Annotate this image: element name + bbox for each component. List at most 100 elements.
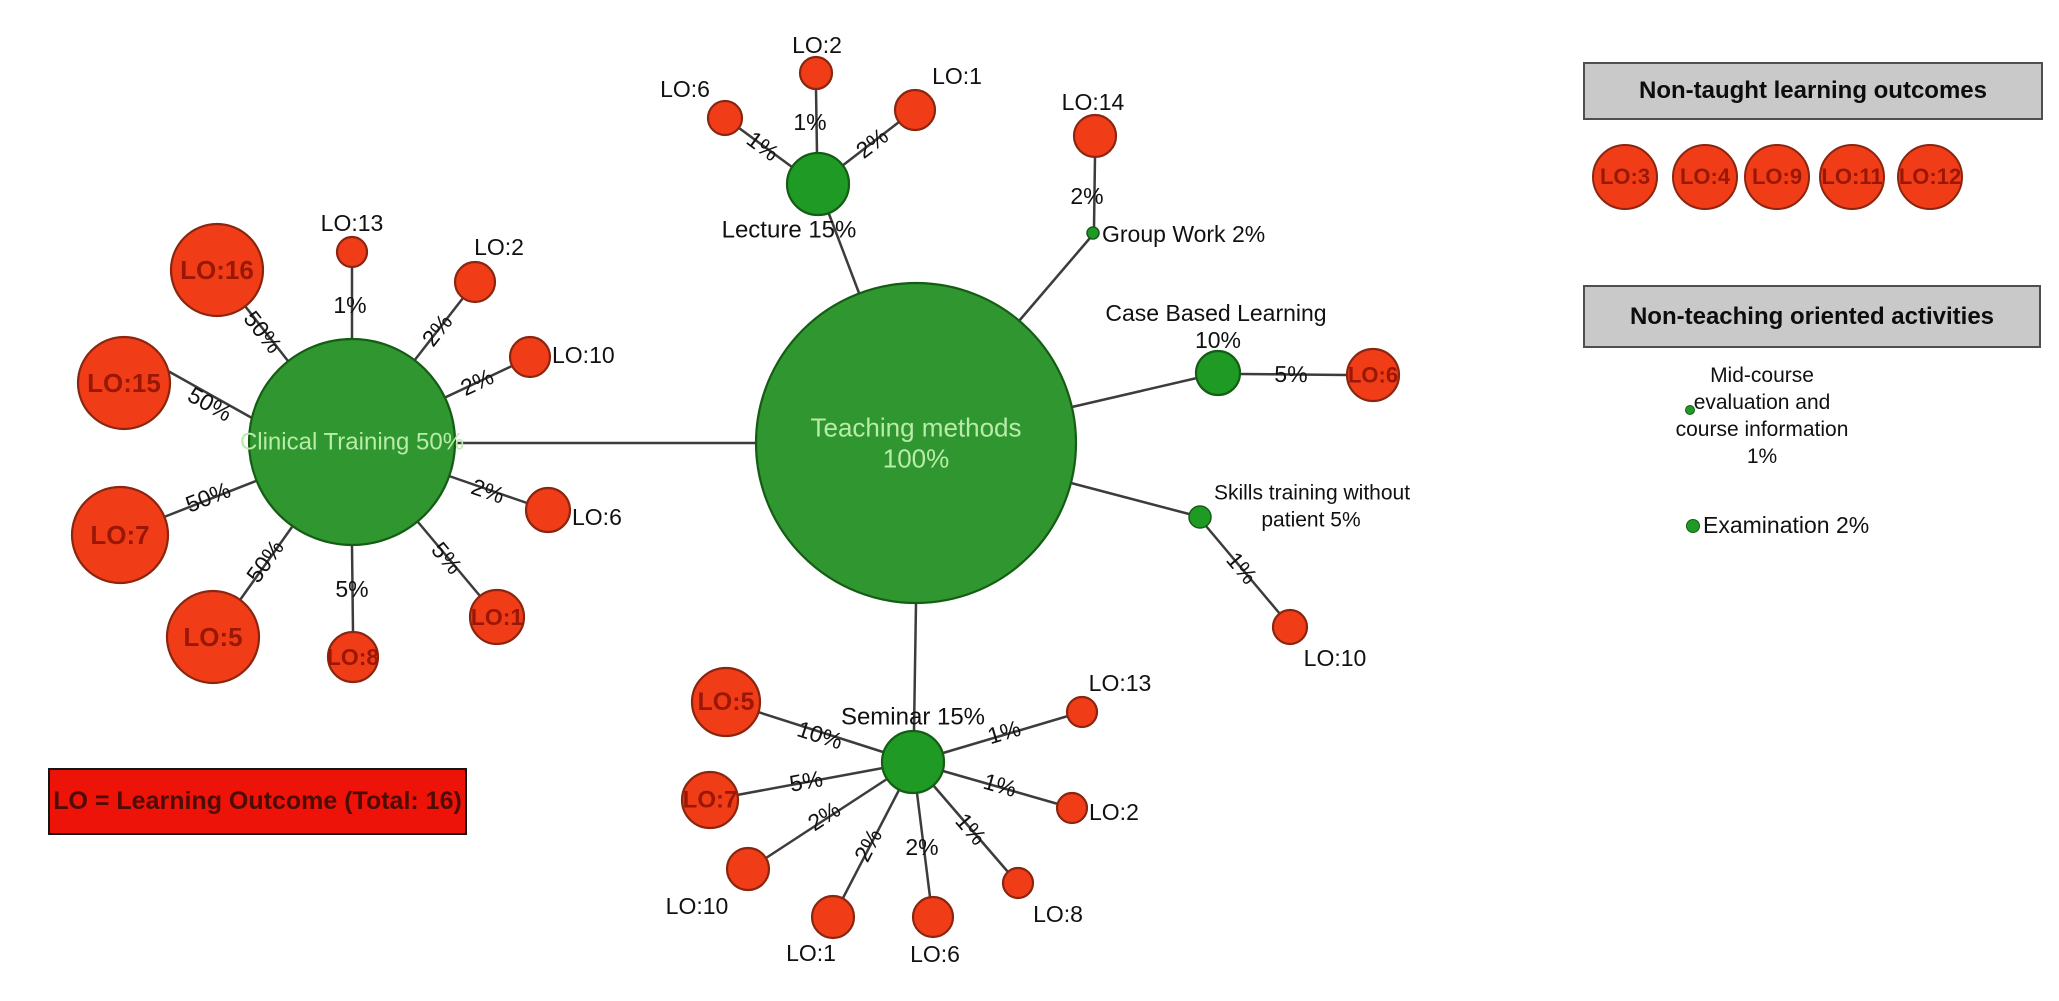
edge-line: [932, 784, 1009, 873]
legend-box: LO = Learning Outcome (Total: 16): [48, 768, 467, 835]
edge-line: [841, 789, 901, 899]
examination-label: Examination 2%: [1703, 512, 1870, 538]
non-taught-lo-circle: LO:9: [1744, 144, 1810, 210]
node-s_lo8: [1001, 866, 1035, 900]
non-teaching-header: Non-teaching oriented activities: [1583, 285, 2041, 348]
node-label-skills_lo10: LO:10: [1304, 645, 1367, 671]
edge-label: 2%: [1070, 183, 1103, 209]
edge-line: [244, 305, 289, 362]
node-label-s_lo2: LO:2: [1089, 799, 1139, 825]
node-s_lo7: [680, 770, 740, 830]
edge-line: [163, 479, 257, 519]
non-teaching-title: Non-teaching oriented activities: [1629, 302, 1995, 330]
edge-label: 2%: [456, 363, 497, 401]
edge-label: 1%: [793, 109, 826, 135]
edge-label: 1%: [742, 126, 784, 167]
node-lo14: [1072, 113, 1118, 159]
node-label-skills: Skills training without: [1214, 482, 1410, 505]
node-lec_lo6: [706, 99, 744, 137]
node-cbl_lo6: [1345, 347, 1401, 403]
node-c_lo15: [76, 335, 172, 431]
node-label-c_lo15: LO:15: [87, 368, 161, 398]
edge-line: [350, 545, 355, 633]
legend-label: LO = Learning Outcome (Total: 16): [53, 787, 462, 815]
node-c_lo8: [326, 630, 380, 684]
node-label-s_lo13: LO:13: [1089, 670, 1152, 696]
node-clinical: [247, 337, 457, 547]
node-s_lo1: [810, 894, 856, 940]
edge-label: 5%: [787, 765, 824, 797]
midcourse-line: course information: [1675, 418, 1849, 441]
midcourse-line: Mid-course: [1710, 364, 1814, 387]
node-lecture: [785, 151, 851, 217]
node-label-c_lo7: LO:7: [90, 520, 149, 550]
node-cbl: [1194, 349, 1242, 397]
edge-label: 5%: [335, 576, 368, 602]
node-label-c_lo13: LO:13: [321, 210, 384, 236]
edge-line: [1018, 237, 1091, 322]
node-c_lo2: [453, 260, 497, 304]
edge-line: [1071, 376, 1198, 409]
edge-line: [167, 369, 253, 420]
edge-label: 2%: [417, 309, 458, 351]
node-label-c_lo16: LO:16: [180, 255, 254, 285]
edge-line: [1205, 525, 1281, 615]
node-label-skills: patient 5%: [1261, 509, 1360, 532]
midcourse-dot-icon: [1685, 405, 1695, 415]
non-taught-lo-label: LO:3: [1599, 164, 1651, 189]
edge-line: [238, 526, 294, 601]
node-c_lo13: [335, 235, 369, 269]
node-c_lo6: [524, 486, 572, 534]
node-label-teaching: Teaching methods: [810, 413, 1021, 443]
edge-label: 2%: [905, 834, 938, 860]
node-label-s_lo8: LO:8: [1033, 901, 1083, 927]
edge-line: [1239, 372, 1348, 377]
edge-line: [912, 602, 918, 732]
node-label-c_lo8: LO:8: [327, 644, 380, 670]
edge-line: [841, 121, 900, 167]
edge-label: 2%: [849, 824, 887, 865]
examination-dot-icon: [1686, 519, 1700, 533]
node-c_lo1: [468, 588, 526, 646]
node-c_lo10: [508, 335, 552, 379]
node-label-c_lo10: LO:10: [552, 342, 615, 368]
node-label-cbl: Case Based Learning: [1105, 300, 1326, 326]
edge-label: 1%: [984, 715, 1023, 749]
node-s_lo10: [725, 846, 771, 892]
edge-label: 50%: [182, 476, 234, 517]
node-label-s_lo10: LO:10: [666, 893, 729, 919]
node-label-groupwork: Group Work 2%: [1102, 221, 1265, 247]
node-label-s_lo7: LO:7: [683, 787, 738, 814]
node-label-c_lo5: LO:5: [183, 622, 242, 652]
edge-line: [757, 710, 884, 754]
edge-label: 1%: [950, 808, 991, 850]
edge-line: [1092, 156, 1097, 229]
midcourse-label: Mid-course evaluation and course informa…: [1612, 362, 1912, 470]
node-label-s_lo6: LO:6: [910, 941, 960, 967]
non-taught-lo-label: LO:11: [1821, 164, 1883, 189]
non-taught-lo-circle: LO:3: [1592, 144, 1658, 210]
node-lec_lo2: [798, 55, 834, 91]
edge-line: [413, 297, 464, 362]
node-label-c_lo1: LO:1: [471, 604, 524, 630]
edge-line: [736, 766, 884, 797]
edge-label: 2%: [851, 123, 893, 164]
non-taught-lo-circle: LO:11: [1819, 144, 1885, 210]
node-groupwork: [1086, 226, 1100, 240]
node-seminar: [880, 729, 946, 795]
edge-label: 10%: [794, 716, 846, 755]
node-label-clinical: Clinical Training 50%: [240, 429, 464, 456]
node-label-c_lo6: LO:6: [572, 504, 622, 530]
non-taught-lo-label: LO:9: [1751, 164, 1803, 189]
edge-line: [814, 88, 819, 155]
node-label-teaching: 100%: [883, 443, 950, 473]
node-c_lo16: [169, 222, 265, 318]
node-lec_lo1: [893, 88, 937, 132]
edge-label: 1%: [980, 768, 1019, 802]
node-label-cbl_lo6: LO:6: [1348, 363, 1398, 388]
node-s_lo5: [690, 666, 762, 738]
edge-line: [448, 474, 528, 505]
node-teaching: [754, 281, 1078, 605]
node-label-s_lo5: LO:5: [698, 688, 755, 716]
